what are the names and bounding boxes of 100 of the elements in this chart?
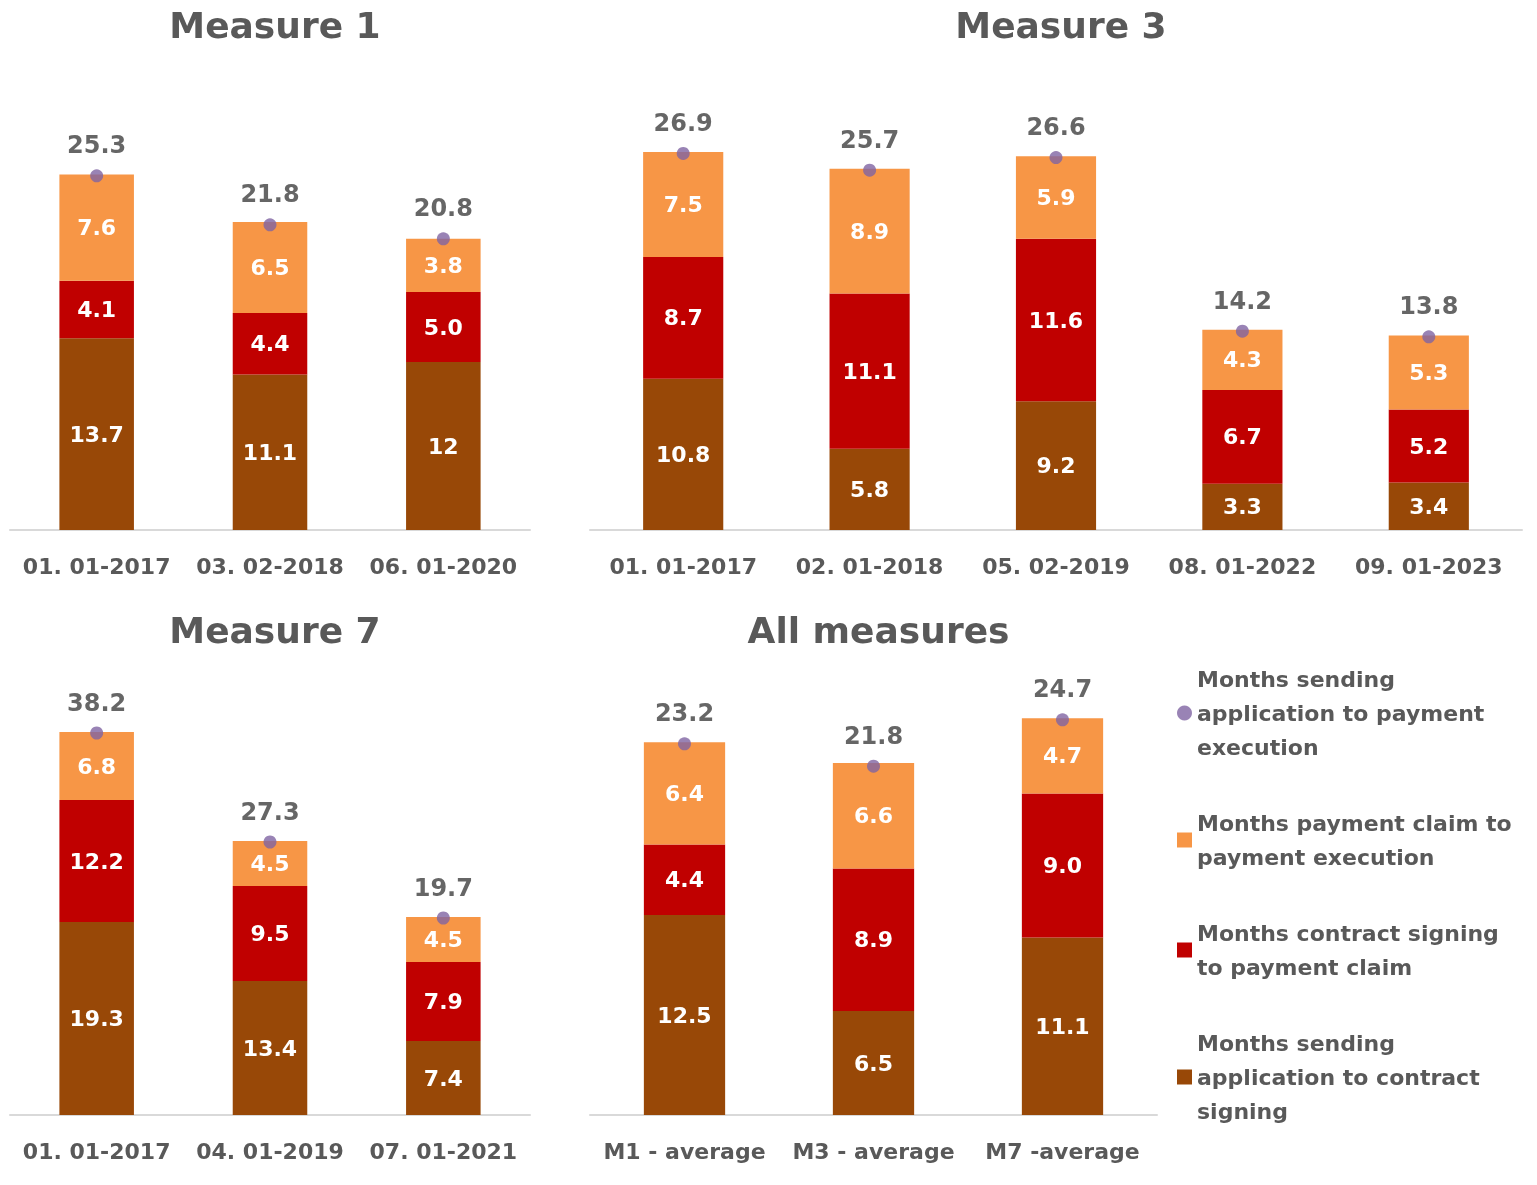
x-tick-label: M1 - average [603, 1138, 766, 1164]
bar [59, 800, 134, 922]
legend-label: Months sending application to contract signing [1197, 1030, 1488, 1124]
bar [232, 886, 308, 981]
bar [1015, 238, 1097, 402]
data-label: 9.5 [250, 921, 290, 946]
data-label: 5.3 [1409, 360, 1449, 385]
bar [1021, 718, 1104, 794]
data-label: 5.9 [1036, 185, 1076, 210]
data-label: 5.8 [850, 476, 890, 502]
x-tick-label: 09. 01-2023 [1355, 553, 1503, 579]
data-label: 4.5 [423, 927, 463, 952]
data-label: 5.2 [1409, 433, 1449, 459]
text: Measure 3 [955, 4, 1167, 46]
data-label: 3.3 [1222, 494, 1262, 520]
data-label: 25.7 [839, 125, 900, 154]
data-label: 4.7 [1043, 743, 1082, 769]
data-label: 6.5 [854, 1050, 893, 1076]
bar [1015, 401, 1097, 530]
text: Measure 1 [169, 4, 381, 46]
bar [406, 362, 481, 530]
bar [406, 962, 481, 1041]
bar [1388, 482, 1469, 530]
data-label: 13.8 [1399, 292, 1459, 321]
bar [59, 338, 134, 530]
data-label: 23.2 [654, 699, 715, 728]
point [1235, 324, 1249, 338]
data-label: 21.8 [240, 180, 300, 209]
data-label: 4.3 [1222, 347, 1262, 373]
bar [643, 257, 724, 379]
data-label: 9.0 [1043, 852, 1082, 878]
bar [59, 174, 134, 281]
point [1049, 151, 1063, 165]
data-label: 20.8 [413, 194, 473, 223]
bar [1021, 793, 1104, 938]
data-label: 6.8 [77, 753, 117, 779]
bar [643, 378, 724, 530]
data-label: 6.5 [250, 255, 290, 280]
data-label: 10.8 [656, 441, 711, 467]
data-label: 8.9 [850, 218, 890, 244]
bar [832, 1011, 915, 1115]
x-tick-label: 03. 02-2018 [196, 553, 344, 579]
data-label: 11.1 [242, 439, 298, 465]
data-label: 11.1 [1035, 1013, 1090, 1039]
data-label: 5.0 [423, 314, 463, 340]
bar [232, 374, 308, 530]
x-tick-label: 02. 01-2018 [795, 553, 944, 579]
data-label: 7.9 [423, 989, 463, 1014]
x-tick-label: 01. 01-2017 [609, 553, 757, 579]
data-label: 12.2 [69, 848, 124, 874]
data-label: 21.8 [843, 721, 904, 750]
x-tick-label: 04. 01-2019 [196, 1138, 344, 1164]
x-tick-label: 06. 01-2020 [369, 553, 518, 579]
data-label: 12 [428, 433, 459, 459]
bar [829, 293, 910, 449]
x-tick-label: 01. 01-2017 [22, 1138, 171, 1164]
bar [832, 763, 915, 869]
data-label: 13.7 [69, 421, 124, 447]
data-label: 4.1 [77, 297, 117, 322]
bar [1202, 329, 1283, 390]
data-label: 9.2 [1036, 453, 1076, 479]
data-label: 13.4 [242, 1035, 298, 1061]
bar [1015, 156, 1097, 239]
bar [232, 313, 308, 375]
legend-label: Months payment claim to payment execution [1197, 810, 1520, 870]
data-label: 4.5 [250, 851, 290, 876]
x-tick-label: 08. 01-2022 [1168, 553, 1317, 579]
data-label: 4.4 [250, 331, 290, 357]
bar [829, 168, 910, 294]
bar [59, 280, 134, 339]
data-label: 19.7 [413, 873, 473, 902]
bar [643, 844, 726, 915]
x-tick-label: 05. 02-2019 [982, 553, 1130, 579]
data-label: 8.9 [854, 927, 893, 953]
bar [1021, 937, 1104, 1115]
bar [832, 868, 915, 1011]
point [1422, 330, 1436, 344]
bar [59, 922, 134, 1115]
bar [643, 152, 724, 257]
text: All measures [747, 609, 1010, 651]
legend-label: Months contract signing to payment claim [1197, 920, 1507, 980]
bar [232, 222, 308, 313]
data-label: 19.3 [69, 1006, 124, 1031]
data-label: 3.4 [1409, 493, 1449, 519]
data-label: 11.6 [1028, 307, 1084, 333]
legend-label: Months sending application to payment execution [1197, 666, 1493, 760]
data-label: 7.6 [77, 215, 117, 241]
data-label: 6.7 [1222, 424, 1262, 450]
bar [406, 238, 481, 292]
data-label: 26.9 [653, 108, 713, 137]
data-label: 25.3 [67, 131, 127, 160]
x-tick-label: 07. 01-2021 [369, 1138, 518, 1164]
data-label: 4.4 [665, 867, 704, 893]
x-tick-label: 01. 01-2017 [22, 553, 171, 579]
bar [1202, 390, 1283, 484]
bar [1388, 335, 1469, 410]
bar [406, 1041, 481, 1115]
data-label: 24.7 [1032, 675, 1093, 704]
data-label: 26.6 [1026, 113, 1086, 142]
text: Measure 7 [169, 609, 381, 651]
